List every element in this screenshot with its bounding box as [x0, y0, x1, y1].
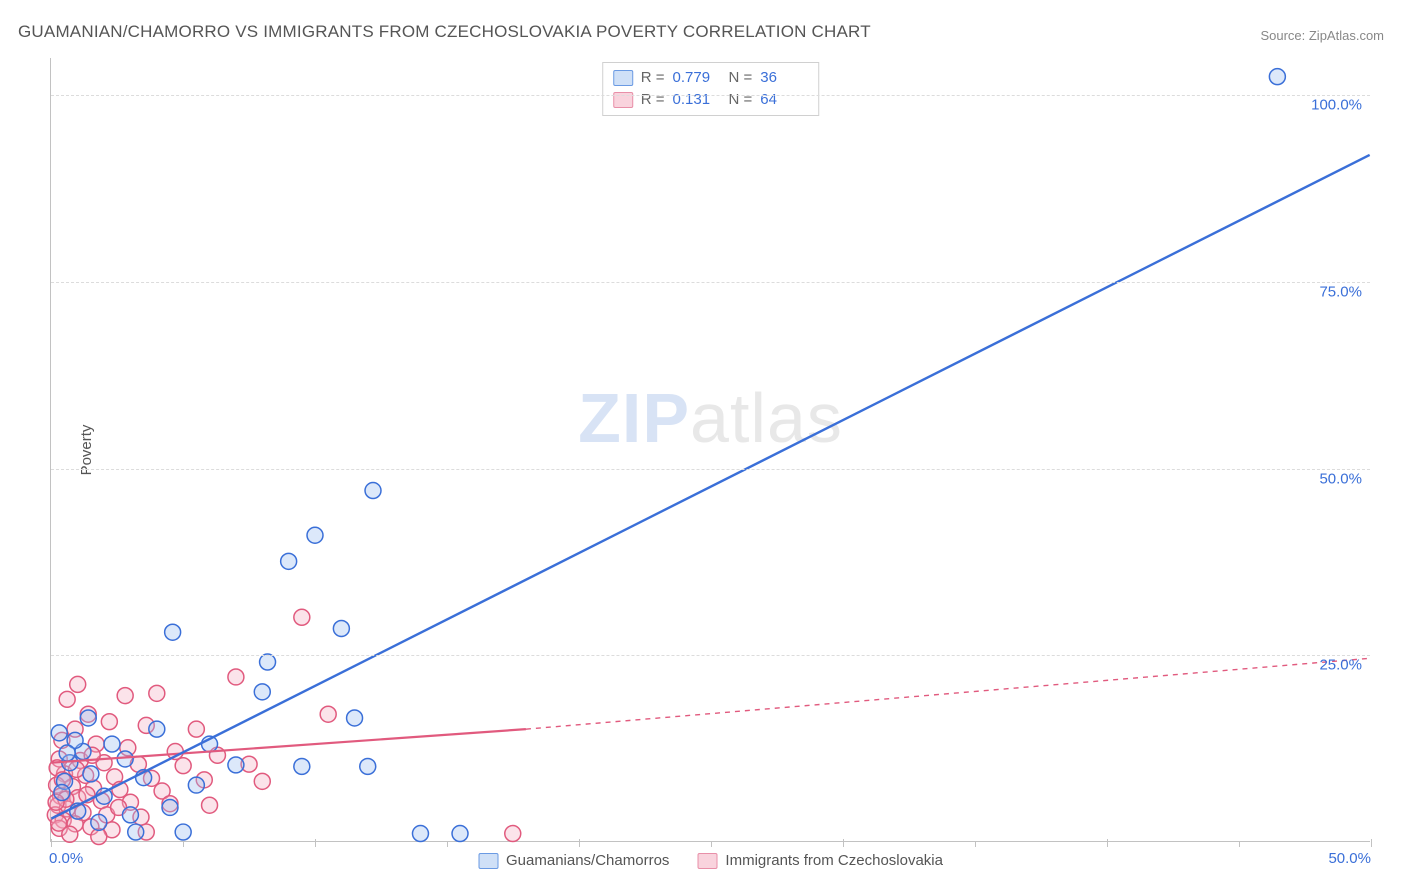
scatter-point [128, 824, 144, 840]
x-tick [843, 839, 844, 847]
scatter-point [80, 710, 96, 726]
scatter-point [254, 773, 270, 789]
legend-bottom-blue: Guamanians/Chamorros [478, 852, 669, 869]
scatter-point [412, 826, 428, 842]
scatter-point [333, 620, 349, 636]
scatter-point [228, 757, 244, 773]
chart-svg [51, 58, 1370, 841]
scatter-point [149, 685, 165, 701]
scatter-point [281, 553, 297, 569]
scatter-point [165, 624, 181, 640]
y-tick-label: 50.0% [1319, 470, 1362, 487]
x-tick [1107, 839, 1108, 847]
x-tick [447, 842, 448, 847]
scatter-point [175, 758, 191, 774]
scatter-point [202, 797, 218, 813]
gridline-h [51, 282, 1370, 283]
x-tick [579, 839, 580, 847]
scatter-point [188, 721, 204, 737]
scatter-point [360, 758, 376, 774]
scatter-point [91, 814, 107, 830]
scatter-point [54, 785, 70, 801]
scatter-point [452, 826, 468, 842]
scatter-point [294, 758, 310, 774]
scatter-point [307, 527, 323, 543]
scatter-point [59, 745, 75, 761]
scatter-point [59, 691, 75, 707]
scatter-point [260, 654, 276, 670]
legend-bottom-pink-label: Immigrants from Czechoslovakia [725, 852, 943, 869]
scatter-point [101, 714, 117, 730]
x-tick-label: 0.0% [49, 850, 83, 867]
x-tick [975, 842, 976, 847]
scatter-point [162, 799, 178, 815]
scatter-point [1269, 69, 1285, 85]
y-tick-label: 75.0% [1319, 284, 1362, 301]
scatter-point [51, 725, 67, 741]
swatch-blue-2 [478, 853, 498, 869]
scatter-point [96, 788, 112, 804]
trend-line [51, 155, 1369, 819]
swatch-pink-2 [697, 853, 717, 869]
scatter-point [188, 777, 204, 793]
legend-bottom: Guamanians/Chamorros Immigrants from Cze… [478, 852, 943, 869]
y-tick-label: 100.0% [1311, 97, 1362, 114]
legend-bottom-blue-label: Guamanians/Chamorros [506, 852, 669, 869]
gridline-h [51, 469, 1370, 470]
scatter-point [228, 669, 244, 685]
x-tick [315, 839, 316, 847]
gridline-h [51, 655, 1370, 656]
scatter-point [320, 706, 336, 722]
scatter-point [505, 826, 521, 842]
x-tick-label: 50.0% [1328, 850, 1371, 867]
scatter-point [149, 721, 165, 737]
scatter-point [294, 609, 310, 625]
x-tick [51, 839, 52, 847]
x-tick [711, 842, 712, 847]
trend-line [526, 658, 1370, 729]
y-tick-label: 25.0% [1319, 657, 1362, 674]
plot-area: Poverty ZIPatlas R = 0.779 N = 36 R = 0.… [50, 58, 1370, 842]
scatter-point [70, 676, 86, 692]
scatter-point [83, 766, 99, 782]
source-attribution: Source: ZipAtlas.com [1260, 28, 1384, 43]
x-tick [183, 842, 184, 847]
legend-bottom-pink: Immigrants from Czechoslovakia [697, 852, 943, 869]
scatter-point [104, 736, 120, 752]
scatter-point [254, 684, 270, 700]
x-tick [1239, 842, 1240, 847]
scatter-point [175, 824, 191, 840]
scatter-point [347, 710, 363, 726]
chart-title: GUAMANIAN/CHAMORRO VS IMMIGRANTS FROM CZ… [18, 22, 871, 42]
scatter-point [122, 807, 138, 823]
x-tick [1371, 839, 1372, 847]
scatter-point [365, 483, 381, 499]
gridline-h [51, 95, 1370, 96]
scatter-point [117, 688, 133, 704]
